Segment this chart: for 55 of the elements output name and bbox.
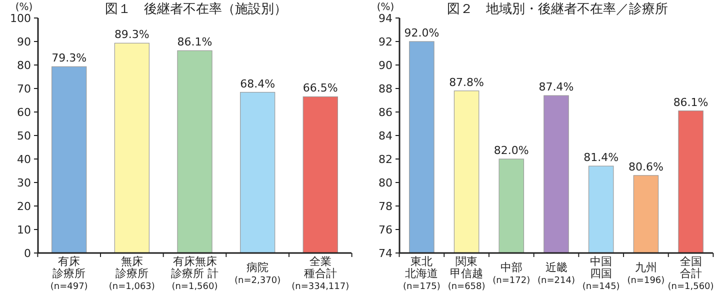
- y-tick-label: 30: [17, 176, 31, 190]
- data-label: 82.0%: [494, 144, 529, 157]
- bar: [240, 92, 276, 254]
- y-tick-label: 90: [378, 59, 392, 72]
- y-tick-label: 86: [378, 106, 392, 119]
- y-tick-label: 92: [378, 36, 392, 48]
- y-tick-label: 80: [378, 176, 392, 190]
- data-label: 86.1%: [177, 36, 212, 49]
- y-tick-label: 50: [17, 130, 31, 142]
- y-tick-label: 100: [10, 12, 31, 25]
- data-label: 92.0%: [404, 26, 440, 40]
- y-tick-label: 10: [17, 224, 31, 236]
- data-label: 87.4%: [538, 80, 574, 94]
- data-label: 79.3%: [52, 52, 87, 65]
- x-tick-label: 近畿(n=214): [538, 261, 575, 286]
- x-tick-label: 無床診療所(n=1,063): [108, 255, 155, 292]
- bar: [302, 96, 338, 254]
- y-tick-label: 0: [24, 247, 31, 260]
- y-tick-label: 76: [378, 224, 392, 236]
- data-label: 66.5%: [302, 82, 338, 95]
- x-tick-label: 中部(n=172): [492, 261, 530, 286]
- x-tick-label: 中国四国(n=145): [582, 255, 620, 292]
- bar: [52, 66, 87, 254]
- bar: [177, 50, 212, 254]
- data-label: 89.3%: [114, 28, 150, 42]
- y-tick-label: 94: [378, 12, 392, 25]
- data-label: 68.4%: [240, 77, 276, 90]
- x-tick-label: 九州(n=196): [627, 261, 665, 286]
- x-tick-label: 東北北海道(n=175): [402, 255, 440, 292]
- x-tick-label: 関東甲信越(n=658): [448, 255, 486, 292]
- x-tick-label: 有床診療所(n=497): [50, 255, 88, 292]
- y-tick-label: 82: [378, 153, 392, 166]
- y-tick-label: 84: [378, 130, 392, 142]
- chart-title: 図１ 後継者不在率（施設別）: [104, 1, 287, 17]
- chart-title: 図２ 地域別・後継者不在率／診療所: [446, 1, 668, 17]
- x-tick-label: 有床無床診療所 計(n=1,560): [171, 255, 218, 292]
- data-label: 80.6%: [628, 160, 664, 174]
- y-tick-label: 60: [17, 106, 31, 119]
- y-tick-label: 74: [378, 247, 392, 260]
- x-tick-label: 全業種合計(n=334,117): [292, 255, 350, 292]
- x-tick-label: 病院(n=2,370): [234, 261, 281, 286]
- y-tick-label: 80: [17, 59, 31, 72]
- data-label: 86.1%: [673, 96, 708, 109]
- x-tick-label: 全国合計(n=1,560): [668, 255, 714, 292]
- y-tick-label: 90: [17, 36, 31, 48]
- y-tick-label: 20: [17, 200, 31, 213]
- y-tick-label: 40: [17, 153, 31, 166]
- y-tick-label: 70: [17, 82, 31, 96]
- data-label: 87.8%: [449, 76, 484, 89]
- bar: [114, 42, 150, 254]
- data-label: 81.4%: [584, 151, 619, 164]
- y-axis-title: (%): [15, 2, 33, 13]
- y-axis-title: (%): [376, 2, 394, 13]
- y-tick-label: 88: [378, 82, 392, 96]
- y-tick-label: 78: [378, 200, 392, 213]
